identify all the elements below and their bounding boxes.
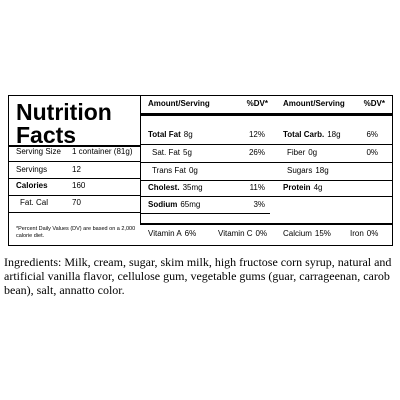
rule (140, 180, 393, 181)
nutrient-name: Sugars 18g (287, 166, 329, 175)
rule (140, 223, 393, 225)
nutrient-amount: 0g (188, 166, 198, 175)
column-header: %DV* (363, 99, 385, 108)
ingredients: Ingredients: Milk, cream, sugar, skim mi… (4, 255, 392, 297)
vitamin-value: 6% (184, 229, 197, 238)
nutrient-name: Sodium 65mg (148, 200, 201, 209)
title: Facts (16, 122, 77, 148)
nutrient-name: Total Fat 8g (148, 130, 193, 139)
rule (8, 195, 140, 196)
serving-label: Calories (16, 181, 48, 190)
vitamin-name: Calcium 15% (283, 229, 331, 238)
title: Nutrition (16, 99, 112, 125)
daily-value: 6% (366, 130, 378, 139)
daily-value: 11% (249, 183, 265, 192)
column-header: Amount/Serving (283, 99, 345, 108)
daily-value: 12% (248, 130, 265, 139)
vitamin-value: 15% (314, 229, 331, 238)
nutrient-name: Fiber 0g (287, 148, 318, 157)
nutrient-name: Protein 4g (283, 183, 323, 192)
nutrient-amount: 5g (183, 148, 192, 157)
serving-value: 160 (72, 181, 86, 190)
rule (8, 161, 140, 162)
rule (8, 212, 140, 213)
rule (140, 144, 393, 145)
footnote: *Percent Daily Values (DV) are based on … (16, 226, 136, 239)
rule (140, 162, 393, 163)
nutrient-name: Trans Fat 0g (152, 166, 198, 175)
nutrient-amount: 18g (315, 166, 329, 175)
vitamin-value: 0% (255, 229, 268, 238)
vitamin-name: Vitamin C 0% (218, 229, 268, 238)
nutrient-name: Cholest. 35mg (148, 183, 203, 192)
serving-label: Servings (16, 165, 48, 174)
nutrient-amount: 35mg (182, 183, 203, 192)
daily-value: 0% (366, 148, 378, 157)
vitamin-name: Vitamin A 6% (148, 229, 197, 238)
nutrition-label (8, 95, 393, 246)
rule (8, 178, 140, 179)
column-header: %DV* (246, 99, 268, 108)
nutrient-amount: 8g (183, 130, 193, 139)
rule (8, 145, 140, 147)
vitamin-value: 0% (366, 229, 379, 238)
nutrient-amount: 0g (308, 148, 318, 157)
nutrient-amount: 4g (313, 183, 323, 192)
column-header: Amount/Serving (148, 99, 210, 108)
daily-value: 3% (253, 200, 265, 209)
nutrient-name: Sat. Fat 5g (152, 148, 192, 157)
nutrient-name: Total Carb. 18g (283, 130, 341, 139)
nutrient-amount: 65mg (180, 200, 201, 209)
rule (140, 113, 393, 116)
serving-label: Fat. Cal (20, 198, 49, 207)
serving-value: 1 container (81g) (72, 147, 133, 156)
vitamin-name: Iron 0% (350, 229, 379, 238)
serving-value: 70 (72, 198, 81, 207)
daily-value: 26% (248, 148, 265, 157)
serving-label: Serving Size (16, 147, 61, 156)
nutrient-amount: 18g (327, 130, 341, 139)
rule (140, 95, 141, 224)
rule (140, 213, 270, 214)
rule (140, 196, 393, 197)
serving-value: 12 (72, 165, 81, 174)
